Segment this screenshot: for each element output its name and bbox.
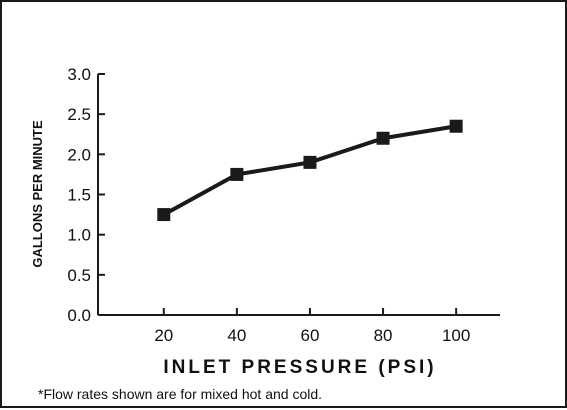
x-axis-title: INLET PRESSURE (PSI) [163, 357, 436, 378]
data-point-marker [449, 119, 463, 133]
x-tick-label: 100 [442, 326, 470, 345]
y-tick-label: 1.0 [67, 226, 91, 245]
y-axis-title: GALLONS PER MINUTE [30, 120, 45, 268]
y-tick-label: 1.5 [67, 186, 91, 205]
y-tick-label: 3.0 [67, 65, 91, 84]
x-tick-label: 20 [154, 326, 173, 345]
series-line [162, 124, 457, 217]
x-tick-label: 60 [301, 326, 320, 345]
data-point-marker [157, 208, 171, 222]
y-tick-label: 2.5 [67, 105, 91, 124]
y-tick-label: 0.5 [67, 266, 91, 285]
data-point-marker [230, 167, 244, 181]
y-tick-label: 0.0 [67, 306, 91, 325]
x-tick-label: 40 [227, 326, 246, 345]
series-layer [157, 119, 463, 222]
data-point-marker [303, 155, 317, 169]
axes: 0.0 0.5 1.0 1.5 2.0 2.5 3.0 20 40 60 80 100 [67, 65, 500, 345]
y-tick-label: 2.0 [67, 145, 91, 164]
labels-layer: GALLONS PER MINUTE INLET PRESSURE (PSI) … [30, 120, 436, 402]
data-point-marker [376, 131, 390, 145]
x-tick-label: 80 [374, 326, 393, 345]
footnote: *Flow rates shown are for mixed hot and … [38, 386, 322, 402]
